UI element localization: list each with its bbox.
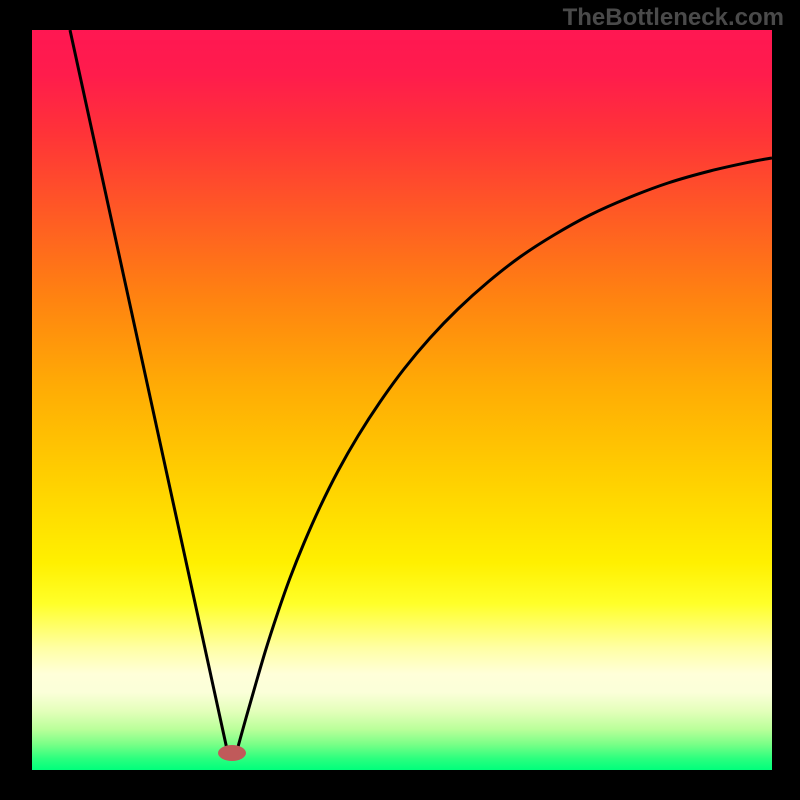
minimum-marker	[218, 745, 246, 761]
plot-svg	[32, 30, 772, 770]
plot-area	[32, 30, 772, 770]
chart-container: TheBottleneck.com	[0, 0, 800, 800]
watermark-text: TheBottleneck.com	[563, 4, 784, 32]
gradient-background	[32, 30, 772, 770]
